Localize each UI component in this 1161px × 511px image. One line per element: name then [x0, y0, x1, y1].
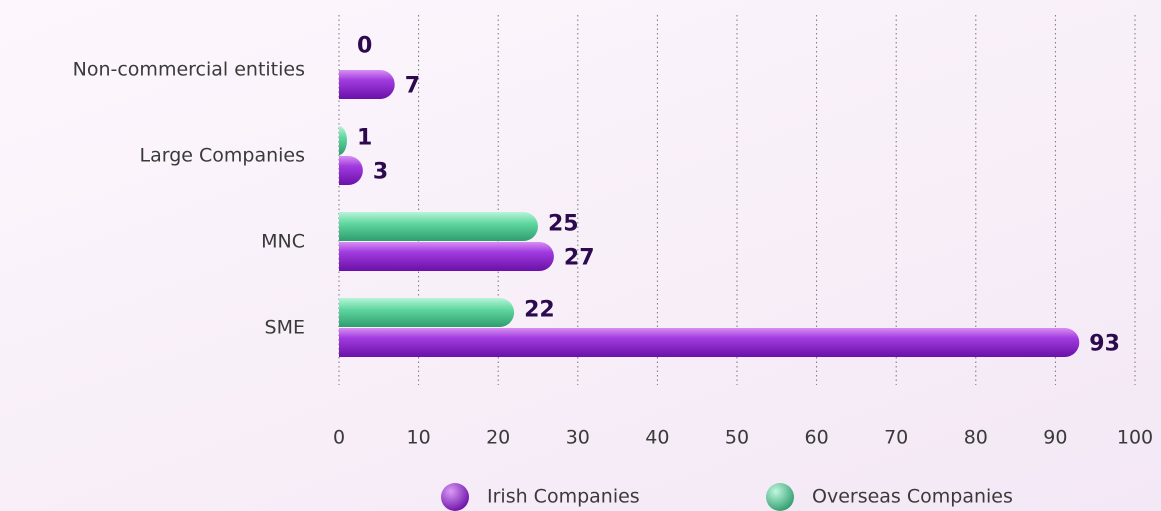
bar — [339, 212, 538, 241]
bar — [339, 298, 515, 327]
data-label: 7 — [405, 74, 420, 99]
legend-label: Overseas Companies — [812, 486, 1013, 508]
bar — [339, 126, 347, 155]
x-tick-label: 100 — [1117, 427, 1153, 449]
x-tick-label: 20 — [486, 427, 510, 449]
data-label: 25 — [548, 212, 579, 237]
bar — [339, 328, 1080, 357]
x-tick-label: 30 — [566, 427, 590, 449]
data-label: 22 — [524, 298, 555, 323]
y-tick-label: SME — [265, 317, 305, 339]
x-tick-label: 70 — [884, 427, 908, 449]
x-tick-label: 90 — [1043, 427, 1067, 449]
data-label: 3 — [373, 160, 388, 185]
data-label: 0 — [357, 34, 372, 59]
data-label: 1 — [357, 126, 372, 151]
x-tick-label: 50 — [725, 427, 749, 449]
bar — [339, 242, 554, 271]
data-label: 93 — [1089, 332, 1120, 357]
bar — [339, 70, 395, 99]
legend-swatch — [441, 483, 469, 511]
bar — [339, 156, 363, 185]
x-tick-label: 40 — [645, 427, 669, 449]
y-tick-label: Large Companies — [139, 145, 305, 167]
legend-swatch — [766, 483, 794, 511]
x-tick-label: 10 — [407, 427, 431, 449]
x-tick-label: 0 — [333, 427, 345, 449]
legend-label: Irish Companies — [487, 486, 640, 508]
y-tick-label: MNC — [261, 231, 305, 253]
y-tick-label: Non-commercial entities — [73, 59, 305, 81]
x-tick-label: 60 — [805, 427, 829, 449]
data-label: 27 — [564, 246, 595, 271]
x-tick-label: 80 — [964, 427, 988, 449]
